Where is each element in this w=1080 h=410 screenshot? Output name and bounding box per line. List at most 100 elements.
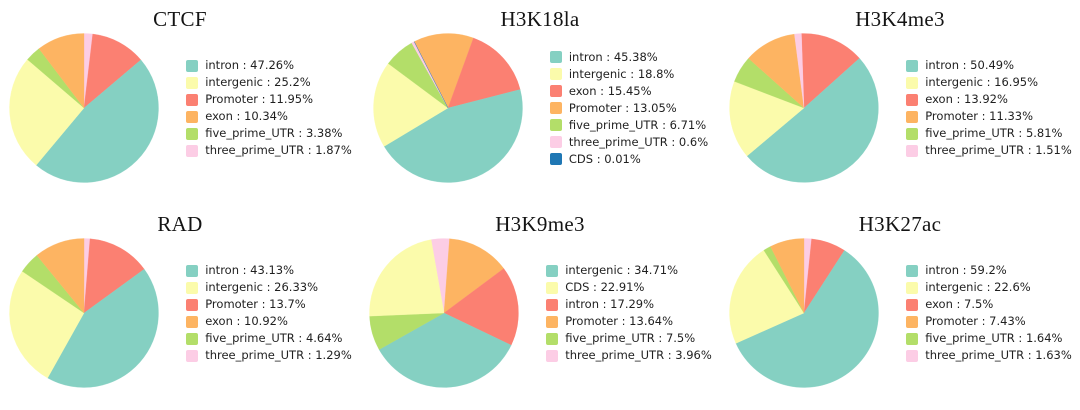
legend-label-intergenic: intergenic : 34.71% bbox=[565, 263, 679, 277]
legend-label-three_prime_UTR: three_prime_UTR : 0.6% bbox=[568, 134, 709, 149]
chart-row: intron : 47.26% intergenic : 25.2% Promote… bbox=[8, 32, 352, 184]
legend-label-three_prime_UTR: three_prime_UTR : 1.29% bbox=[205, 348, 352, 362]
legend-swatch-five_prime_UTR bbox=[549, 119, 562, 131]
legend-swatch-five_prime_UTR bbox=[186, 127, 199, 140]
chart-title: H3K9me3 bbox=[495, 212, 585, 236]
legend-item-intergenic: intergenic : 22.6% bbox=[906, 281, 1072, 294]
legend-item-intron: intron : 50.49% bbox=[906, 59, 1072, 72]
legend-item-three_prime_UTR: three_prime_UTR : 3.96% bbox=[546, 349, 712, 362]
legend-item-five_prime_UTR: five_prime_UTR : 5.81% bbox=[906, 127, 1072, 140]
legend-swatch-intergenic bbox=[186, 281, 199, 294]
chart-legend: intron : 50.49% intergenic : 16.95% exon :… bbox=[906, 59, 1072, 157]
pie-slice-exon bbox=[36, 238, 85, 314]
pie-slice-exon bbox=[447, 37, 521, 109]
legend-swatch-Promoter bbox=[186, 93, 199, 106]
legend-swatch-intron bbox=[906, 59, 919, 72]
legend-item-intergenic: intergenic : 18.8% bbox=[549, 66, 708, 81]
legend-item-five_prime_UTR: five_prime_UTR : 7.5% bbox=[546, 332, 712, 345]
legend-item-Promoter: Promoter : 11.95% bbox=[186, 93, 352, 106]
chart-row: intron : 50.49% intergenic : 16.95% exon :… bbox=[728, 32, 1072, 184]
legend-item-intergenic: intergenic : 26.33% bbox=[186, 281, 352, 294]
pie-slice-intergenic bbox=[9, 59, 85, 166]
legend-label-intergenic: intergenic : 25.2% bbox=[205, 75, 311, 89]
pie-chart bbox=[369, 238, 519, 388]
legend-item-exon: exon : 10.34% bbox=[186, 110, 352, 123]
legend-swatch-three_prime_UTR bbox=[906, 349, 919, 362]
legend-swatch-exon bbox=[549, 85, 562, 97]
chart-title: CTCF bbox=[153, 7, 207, 31]
legend-item-CDS: CDS : 0.01% bbox=[549, 152, 708, 166]
legend-swatch-three_prime_UTR bbox=[546, 349, 559, 362]
legend-swatch-Promoter bbox=[186, 298, 199, 311]
legend-label-CDS: CDS : 22.91% bbox=[565, 280, 645, 294]
legend-label-intergenic: intergenic : 18.8% bbox=[568, 66, 675, 81]
legend-item-three_prime_UTR: three_prime_UTR : 1.29% bbox=[186, 349, 352, 362]
pie-slice-intergenic bbox=[9, 271, 85, 379]
pie-slice-exon bbox=[801, 33, 860, 109]
pie-slice-intron bbox=[735, 250, 879, 388]
legend-swatch-three_prime_UTR bbox=[906, 144, 919, 157]
chart-title: H3K27ac bbox=[858, 212, 942, 236]
legend-label-exon: exon : 10.92% bbox=[205, 314, 288, 328]
legend-swatch-intron bbox=[186, 264, 199, 277]
legend-item-intergenic: intergenic : 25.2% bbox=[186, 76, 352, 89]
legend-item-exon: exon : 13.92% bbox=[906, 93, 1072, 106]
pie-slice-intron bbox=[443, 268, 519, 346]
pie-slice-intergenic bbox=[729, 250, 805, 344]
chart-legend: intron : 59.2% intergenic : 22.6% exon : 7… bbox=[906, 264, 1072, 362]
chart-cell-ctcf: CTCF intron : 47.26% intergenic : 25.2% Pr… bbox=[0, 0, 360, 205]
legend-label-exon: exon : 10.34% bbox=[205, 109, 288, 123]
legend-swatch-intergenic bbox=[546, 264, 559, 277]
legend-swatch-five_prime_UTR bbox=[906, 332, 919, 345]
legend-label-three_prime_UTR: three_prime_UTR : 3.96% bbox=[565, 348, 712, 362]
legend-label-Promoter: Promoter : 11.33% bbox=[925, 109, 1034, 123]
legend-label-exon: exon : 13.92% bbox=[925, 92, 1008, 106]
legend-item-exon: exon : 15.45% bbox=[549, 83, 708, 98]
pie-slice-three_prime_UTR bbox=[794, 33, 805, 109]
legend-item-intron: intron : 45.38% bbox=[549, 50, 708, 64]
legend-swatch-three_prime_UTR bbox=[549, 136, 562, 148]
legend-label-exon: exon : 15.45% bbox=[568, 83, 652, 98]
legend-item-Promoter: Promoter : 13.64% bbox=[546, 315, 712, 328]
legend-label-five_prime_UTR: five_prime_UTR : 5.81% bbox=[925, 126, 1063, 140]
legend-label-Promoter: Promoter : 7.43% bbox=[925, 314, 1026, 328]
legend-swatch-Promoter bbox=[906, 110, 919, 123]
chart-legend: intron : 45.38% intergenic : 18.8% exon : … bbox=[549, 50, 709, 166]
legend-item-three_prime_UTR: three_prime_UTR : 0.6% bbox=[549, 134, 709, 149]
legend-swatch-CDS bbox=[546, 281, 559, 294]
legend-label-three_prime_UTR: three_prime_UTR : 1.51% bbox=[925, 143, 1072, 157]
pie-chart bbox=[729, 33, 879, 183]
pie-slice-CDS bbox=[413, 41, 448, 109]
pie-slice-intergenic bbox=[379, 312, 512, 388]
pie-slice-intergenic bbox=[373, 63, 449, 147]
pie-slice-Promoter bbox=[84, 238, 145, 314]
pie-slice-intron bbox=[747, 58, 879, 183]
legend-item-CDS: CDS : 22.91% bbox=[546, 281, 712, 294]
chart-title: H3K4me3 bbox=[855, 7, 945, 31]
chart-title: H3K18la bbox=[500, 7, 580, 31]
chart-legend: intergenic : 34.71% CDS : 22.91% intron : … bbox=[546, 264, 712, 362]
pie-chart bbox=[729, 238, 879, 388]
legend-label-exon: exon : 7.5% bbox=[925, 297, 994, 311]
legend-swatch-Promoter bbox=[906, 315, 919, 328]
legend-swatch-Promoter bbox=[546, 315, 559, 328]
legend-swatch-intergenic bbox=[186, 76, 199, 89]
legend-swatch-intron bbox=[186, 59, 199, 72]
chart-legend: intron : 43.13% intergenic : 26.33% Promot… bbox=[186, 264, 352, 362]
pie-slice-exon bbox=[38, 33, 85, 109]
chart-row: intron : 43.13% intergenic : 26.33% Promot… bbox=[8, 237, 352, 389]
legend-label-five_prime_UTR: five_prime_UTR : 6.71% bbox=[568, 117, 707, 132]
legend-label-Promoter: Promoter : 13.64% bbox=[565, 314, 674, 328]
legend-swatch-intron bbox=[549, 51, 562, 63]
chart-legend: intron : 47.26% intergenic : 25.2% Promote… bbox=[186, 59, 352, 157]
legend-label-Promoter: Promoter : 13.05% bbox=[568, 100, 677, 115]
legend-label-three_prime_UTR: three_prime_UTR : 1.63% bbox=[925, 348, 1072, 362]
legend-swatch-intron bbox=[546, 298, 559, 311]
legend-item-three_prime_UTR: three_prime_UTR : 1.63% bbox=[906, 349, 1072, 362]
legend-label-five_prime_UTR: five_prime_UTR : 4.64% bbox=[205, 331, 343, 345]
pie-slice-intron bbox=[36, 59, 159, 183]
chart-row: intergenic : 34.71% CDS : 22.91% intron : … bbox=[368, 237, 712, 389]
legend-item-five_prime_UTR: five_prime_UTR : 1.64% bbox=[906, 332, 1072, 345]
legend-label-intron: intron : 59.2% bbox=[925, 263, 1007, 277]
